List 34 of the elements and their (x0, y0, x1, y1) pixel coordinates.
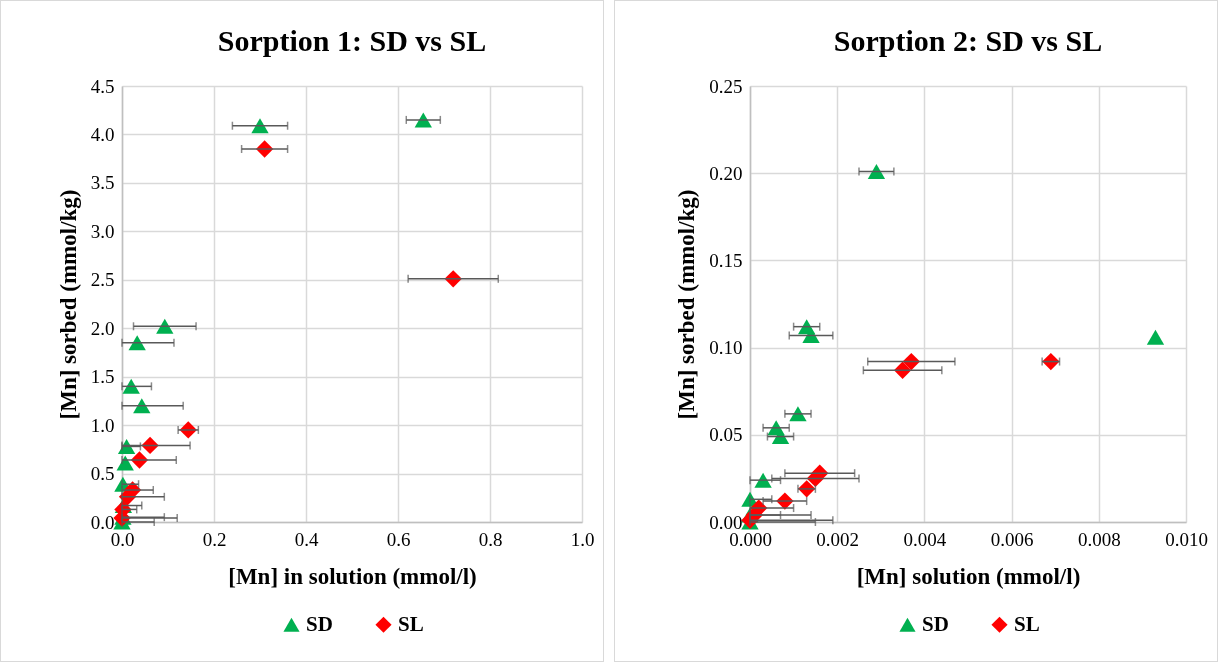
x-tick-label: 0.6 (386, 528, 411, 550)
y-tick-label: 3.5 (90, 172, 115, 194)
legend-label: SD (922, 611, 949, 636)
y-tick-label: 2.0 (90, 317, 115, 339)
x-tick-label: 0.008 (1077, 528, 1121, 550)
legend-label: SL (1014, 611, 1040, 636)
y-tick-label: 1.0 (90, 414, 115, 436)
x-tick-label: 0.2 (202, 528, 227, 550)
x-tick-label: 0.4 (294, 528, 319, 550)
y-tick-label: 2.5 (90, 269, 115, 291)
x-tick-label: 1.0 (570, 528, 595, 550)
x-tick-label: 0.004 (903, 528, 947, 550)
x-tick-label: 0.002 (816, 528, 860, 550)
legend-label: SD (306, 611, 333, 636)
x-tick-label: 0.8 (478, 528, 503, 550)
y-axis-title: [Mn] sorbed (mmol/kg) (55, 189, 81, 420)
y-tick-label: 3.0 (90, 220, 115, 242)
x-tick-label: 0.010 (1165, 528, 1208, 550)
y-tick-label: 0.20 (709, 162, 743, 184)
chart-title: Sorption 2: SD vs SL (833, 24, 1103, 57)
y-tick-label: 0.5 (90, 463, 115, 485)
y-axis-title: [Mn] sorbed (mmol/kg) (674, 189, 700, 420)
y-tick-label: 4.0 (90, 123, 115, 145)
y-tick-label: 0.15 (709, 249, 743, 271)
y-tick-label: 4.5 (90, 75, 115, 97)
y-tick-label: 0.05 (709, 424, 743, 446)
x-axis-title: [Mn] in solution (mmol/l) (228, 563, 477, 589)
x-axis-title: [Mn] solution (mmol/l) (856, 563, 1081, 589)
chart-title: Sorption 1: SD vs SL (217, 24, 487, 57)
y-tick-label: 0.10 (709, 337, 743, 359)
y-tick-label: 1.5 (90, 366, 115, 388)
y-tick-label: 0.25 (709, 75, 743, 97)
x-tick-label: 0.006 (990, 528, 1034, 550)
legend-label: SL (398, 611, 424, 636)
